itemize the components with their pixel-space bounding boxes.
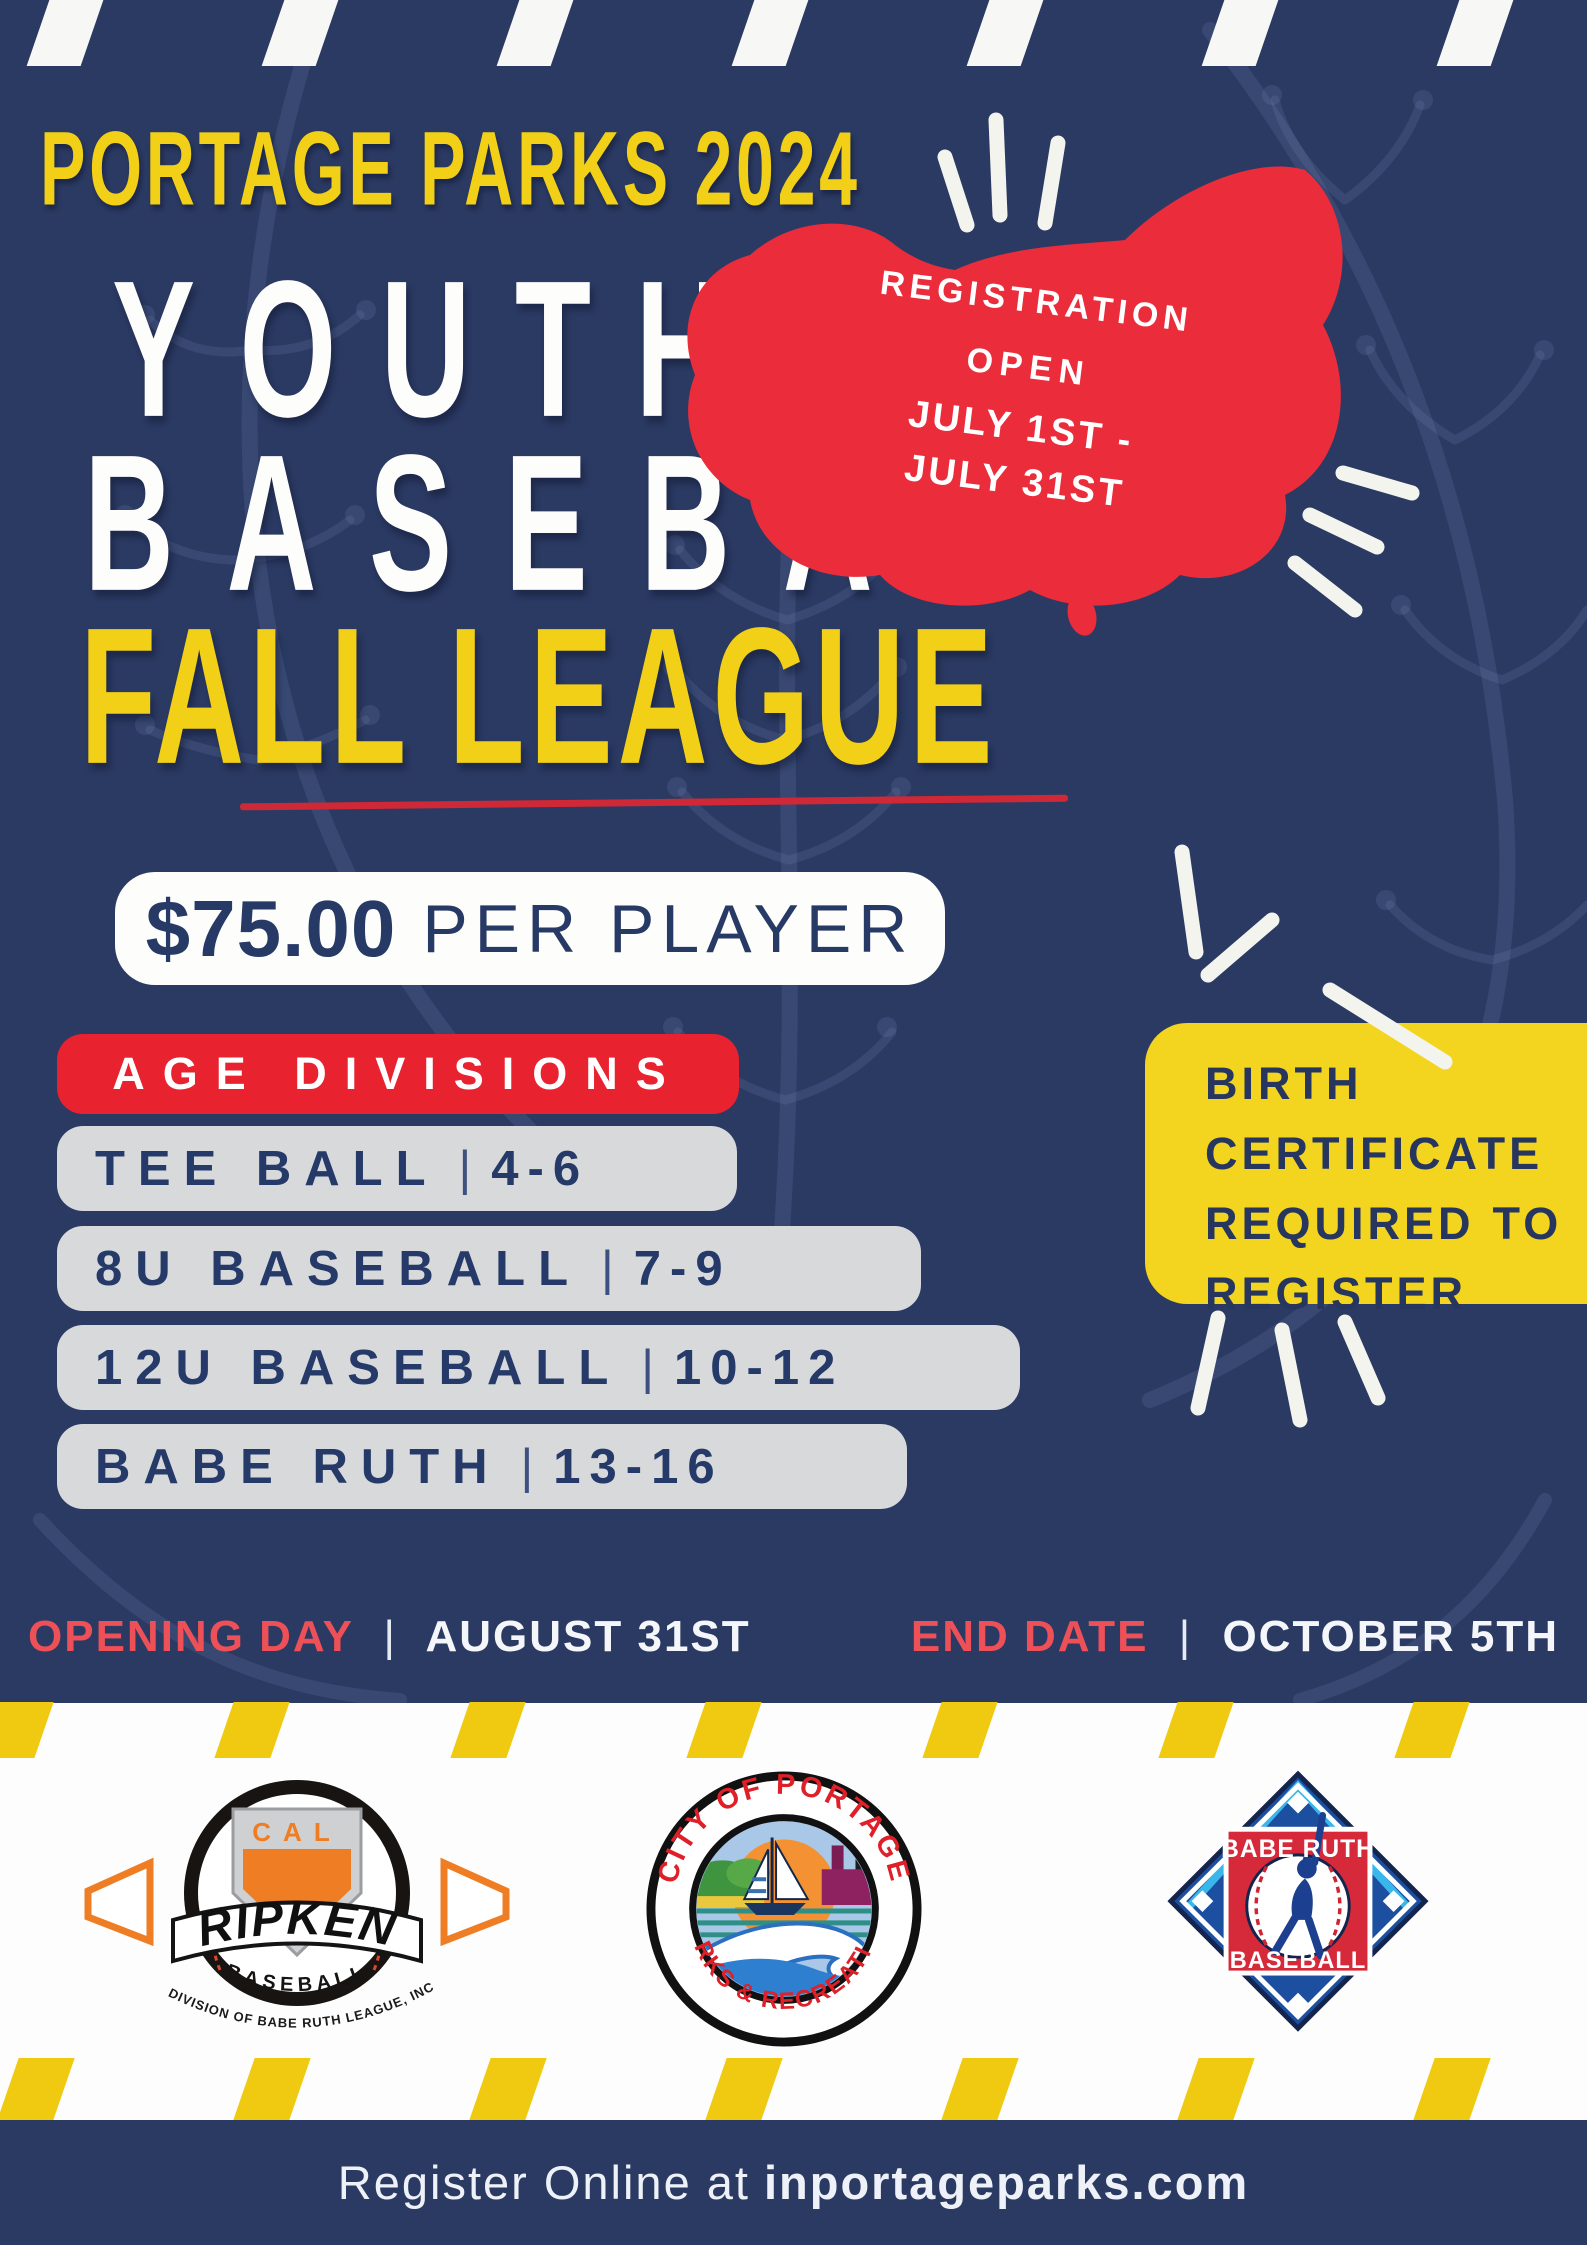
ripken-ribbons bbox=[84, 1857, 510, 1947]
price-suffix: PER PLAYER bbox=[422, 890, 915, 967]
division-name: 12U BASEBALL bbox=[95, 1340, 622, 1395]
babe-ruth-top-text: BABE RUTH bbox=[1221, 1836, 1375, 1863]
division-ages: 10-12 bbox=[674, 1340, 845, 1395]
division-row-babe-ruth: BABE RUTH | 13-16 bbox=[57, 1424, 907, 1509]
opening-day-group: OPENING DAY | AUGUST 31ST bbox=[28, 1612, 751, 1662]
schedule-row: OPENING DAY | AUGUST 31ST END DATE | OCT… bbox=[0, 1612, 1587, 1662]
division-separator: | bbox=[520, 1439, 534, 1494]
division-name: 8U BASEBALL bbox=[95, 1241, 582, 1296]
babe-ruth-logo: BABE RUTH BASEBALL bbox=[1167, 1770, 1429, 2032]
division-separator: | bbox=[641, 1340, 655, 1395]
batter-silhouette bbox=[1271, 1812, 1327, 1960]
cal-ripken-logo: CAL RIPKEN BASEBALL A DIVISION OF BABE R… bbox=[70, 1765, 510, 2031]
note-line-2: CERTIFICATE bbox=[1205, 1128, 1544, 1179]
division-row-8u: 8U BASEBALL | 7-9 bbox=[57, 1226, 921, 1311]
footer-domain: inportageparks.com bbox=[763, 2156, 1250, 2209]
division-name: TEE BALL bbox=[95, 1141, 439, 1196]
division-name: BABE RUTH bbox=[95, 1439, 501, 1494]
ripken-cal-text: CAL bbox=[252, 1817, 341, 1847]
end-date-group: END DATE | OCTOBER 5TH bbox=[911, 1612, 1559, 1662]
division-row-12u: 12U BASEBALL | 10-12 bbox=[57, 1325, 1020, 1410]
note-line-3: REQUIRED TO bbox=[1205, 1189, 1587, 1259]
registration-badge: REGISTRATION OPEN JULY 1ST - JULY 31ST bbox=[687, 112, 1420, 636]
opening-day-label: OPENING DAY bbox=[28, 1612, 354, 1661]
badge-spark-dashes bbox=[937, 112, 1420, 618]
end-date-label: END DATE bbox=[910, 1612, 1149, 1661]
babe-ruth-bottom-text: BASEBALL bbox=[1230, 1948, 1367, 1974]
title-fall-league: FALL LEAGUE bbox=[80, 587, 998, 806]
schedule-separator: | bbox=[1178, 1612, 1193, 1661]
sailboat bbox=[742, 1837, 810, 1915]
schedule-separator: | bbox=[383, 1612, 397, 1661]
division-separator: | bbox=[458, 1141, 472, 1196]
portage-parks-seal: CITY OF PORTAGE PARKS & RECREATION bbox=[645, 1770, 922, 2047]
kicker-title: PORTAGE PARKS 2024 bbox=[40, 111, 861, 228]
badge-drip bbox=[1067, 594, 1097, 636]
opening-day-value: AUGUST 31ST bbox=[425, 1612, 751, 1661]
end-date-value: OCTOBER 5TH bbox=[1222, 1612, 1559, 1661]
division-separator: | bbox=[601, 1241, 614, 1296]
footer-bar: Register Online at inportageparks.com bbox=[0, 2120, 1587, 2245]
badge-blob-shape bbox=[687, 166, 1343, 606]
price-box: $75.00 PER PLAYER bbox=[115, 872, 945, 985]
division-ages: 13-16 bbox=[553, 1439, 724, 1494]
note-line-4: REGISTER bbox=[1205, 1268, 1468, 1319]
division-ages: 7-9 bbox=[633, 1241, 732, 1296]
note-spark-dashes bbox=[1174, 844, 1453, 1428]
age-divisions-header: AGE DIVISIONS bbox=[57, 1034, 739, 1114]
division-ages: 4-6 bbox=[491, 1141, 590, 1196]
footer-prefix: Register Online at bbox=[337, 2156, 750, 2209]
note-to: TO bbox=[1492, 1198, 1563, 1249]
note-line-1: BIRTH bbox=[1205, 1058, 1363, 1109]
division-row-tee-ball: TEE BALL | 4-6 bbox=[57, 1126, 737, 1211]
birth-certificate-note: BIRTH CERTIFICATE REQUIRED TO REGISTER bbox=[1145, 1023, 1587, 1319]
title-youth: YOUTH bbox=[112, 240, 770, 459]
note-required: REQUIRED bbox=[1205, 1198, 1475, 1249]
price-amount: $75.00 bbox=[145, 883, 397, 973]
